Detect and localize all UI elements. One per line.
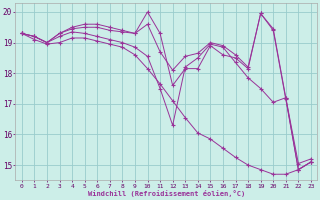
X-axis label: Windchill (Refroidissement éolien,°C): Windchill (Refroidissement éolien,°C) <box>88 190 245 197</box>
